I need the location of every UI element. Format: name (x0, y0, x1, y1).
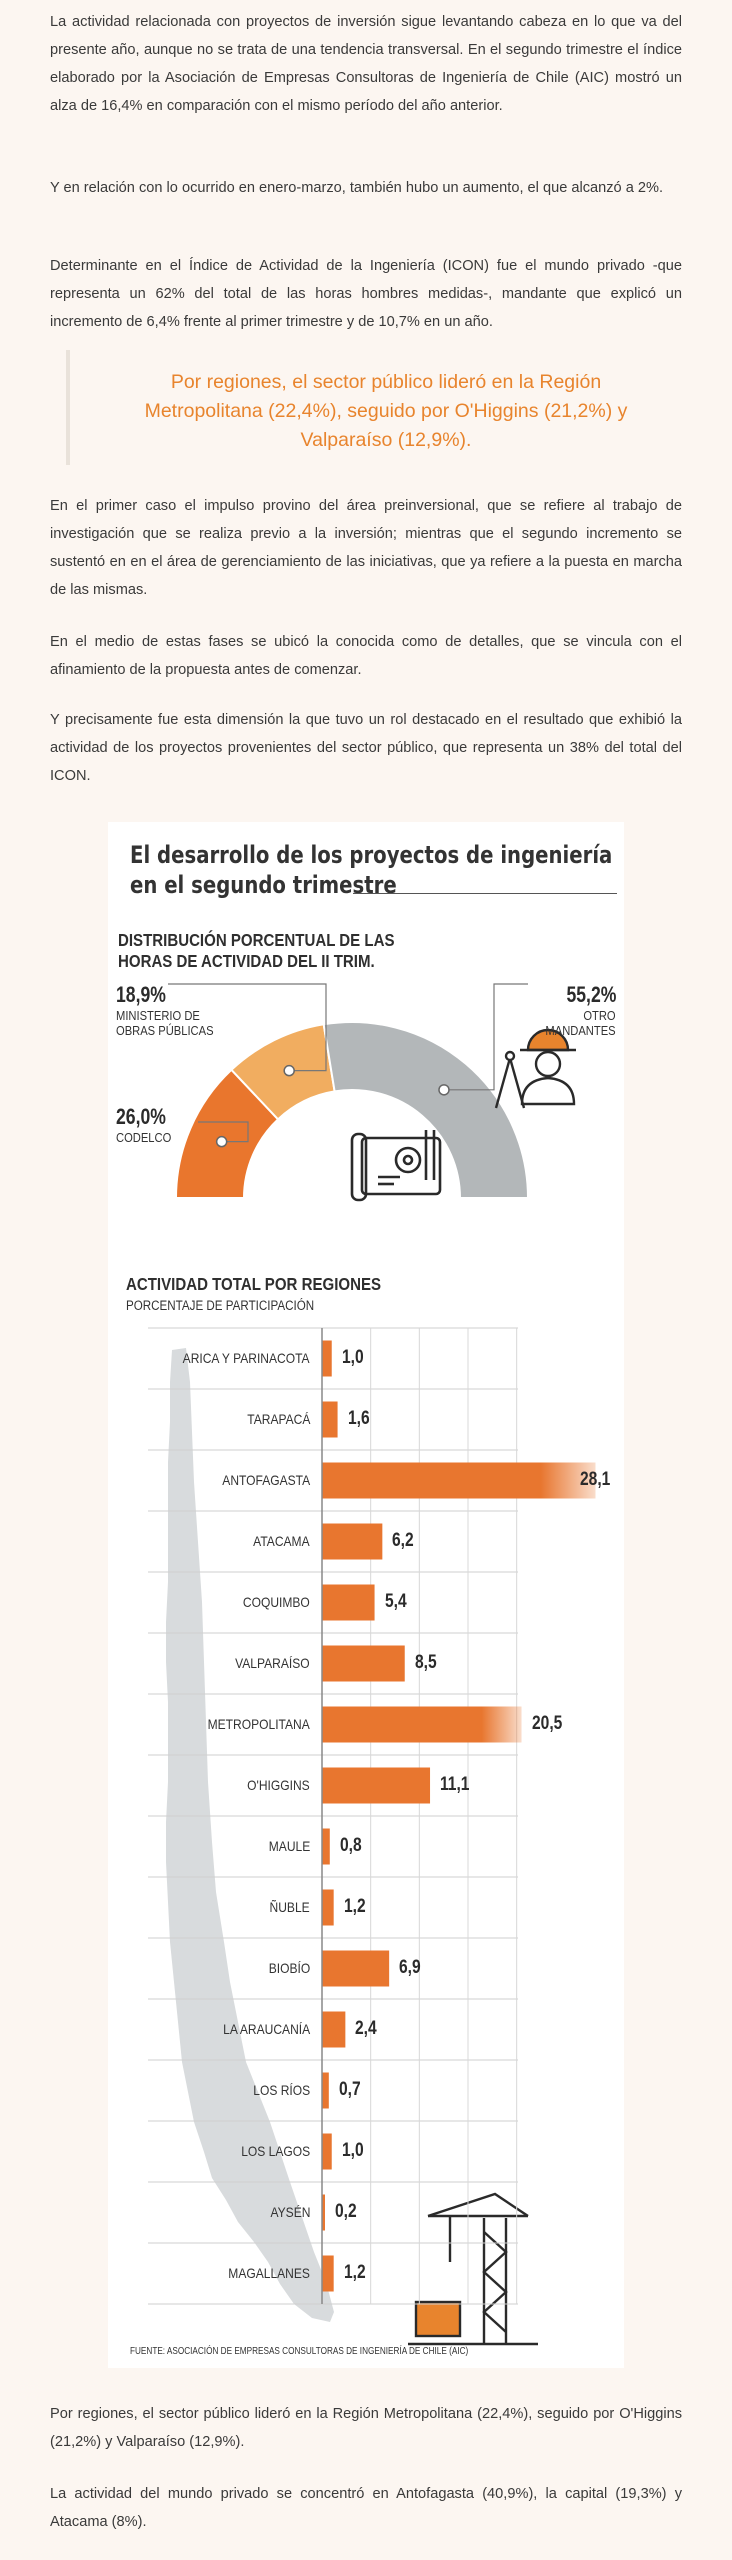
bar (322, 2011, 346, 2048)
infographic-title-line: El desarrollo de los proyectos de ingeni… (130, 841, 613, 869)
infographic-title-line: en el segundo trimestre (130, 871, 397, 899)
slice-value: 26,0% (116, 1104, 166, 1129)
bar-value-label: 20,5 (531, 1712, 562, 1734)
donut-chart (168, 983, 530, 1199)
region-label: O'HIGGINS (247, 1776, 310, 1793)
slice-label-line: CODELCO (116, 1130, 172, 1145)
article-paragraph: Determinante en el Índice de Actividad d… (50, 258, 682, 330)
article-paragraph: Por regiones, el sector público lideró e… (50, 2406, 682, 2450)
pull-quote-text: Por regiones, el sector público lideró e… (144, 371, 628, 451)
pull-quote: Por regiones, el sector público lideró e… (66, 350, 682, 465)
article-paragraph: Y en relación con lo ocurrido en enero-m… (50, 180, 664, 196)
bar (322, 1828, 330, 1865)
region-label: LOS LAGOS (241, 2142, 310, 2159)
bar-value-label: 2,4 (355, 2017, 378, 2039)
crane-icon (408, 2192, 538, 2346)
bar-chart-title: ACTIVIDAD TOTAL POR REGIONES (126, 1274, 382, 1294)
region-label: METROPOLITANA (207, 1715, 310, 1732)
region-label: LA ARAUCANÍA (223, 2020, 310, 2037)
chile-map-silhouette (166, 1348, 334, 2322)
leader-dot (283, 1064, 295, 1077)
region-label: ANTOFAGASTA (222, 1471, 310, 1488)
infographic: El desarrollo de los proyectos de ingeni… (108, 822, 624, 2368)
region-label: BIOBÍO (268, 1959, 310, 1976)
bar (322, 1950, 390, 1987)
bar (322, 1584, 375, 1621)
article-paragraph: Y precisamente fue esta dimensión la que… (50, 712, 682, 784)
bar-value-label: 8,5 (414, 1651, 437, 1673)
engineer-icon (494, 1028, 576, 1109)
leader-dot (215, 1135, 228, 1148)
bar-value-label: 11,1 (440, 1773, 470, 1795)
blueprint-gear-icon (350, 1130, 442, 1202)
bar-value-label: 1,6 (347, 1407, 370, 1429)
bar-value-label: 1,2 (343, 1895, 366, 1917)
slice-label-line: OTRO (583, 1008, 616, 1023)
slice-label-line: MINISTERIO DE (116, 1008, 200, 1023)
region-label: ATACAMA (253, 1532, 310, 1549)
slice-label: MINISTERIO DE OBRAS PÚBLICAS (116, 1008, 214, 1038)
slice-value: 18,9% (116, 982, 166, 1007)
bar-value-label: 28,1 (580, 1468, 611, 1490)
bar-value-label: 0,7 (338, 2078, 361, 2100)
bar-value-label: 0,8 (339, 1834, 362, 1856)
bar (322, 1523, 383, 1560)
bar (322, 2255, 334, 2292)
title-divider (353, 893, 617, 894)
region-label: MAGALLANES (228, 2264, 310, 2281)
bar (322, 2133, 332, 2170)
bar-chart (148, 1327, 596, 2305)
article-paragraph: La actividad relacionada con proyectos d… (50, 14, 682, 114)
infographic-title: El desarrollo de los proyectos de ingeni… (130, 840, 612, 900)
bar (322, 1767, 431, 1804)
region-label: TARAPACÁ (246, 1410, 310, 1427)
region-label: ARICA Y PARINACOTA (183, 1349, 310, 1366)
bar-value-label: 1,0 (341, 2139, 364, 2161)
bar (322, 1889, 334, 1926)
leader-dot (438, 1084, 450, 1096)
slice-label-line: MANDANTES (545, 1023, 616, 1038)
donut-slice (322, 1021, 530, 1199)
bar (322, 1401, 338, 1438)
leader-line (198, 1121, 249, 1143)
bar (322, 2194, 325, 2231)
bar-value-label: 1,2 (343, 2261, 366, 2283)
bar (322, 2072, 329, 2109)
leader-line (443, 983, 528, 1091)
bar-value-label: 6,2 (392, 1529, 415, 1551)
bar-chart-subtitle: PORCENTAJE DE PARTICIPACIÓN (126, 1298, 315, 1313)
region-label: MAULE (268, 1837, 310, 1854)
slice-label-line: OBRAS PÚBLICAS (116, 1023, 214, 1038)
region-label: AYSÉN (270, 2203, 310, 2220)
bar (322, 1706, 522, 1743)
donut-chart-title-text: DISTRIBUCIÓN PORCENTUAL DE LAS HORAS DE … (118, 930, 395, 971)
region-label: ÑUBLE (269, 1898, 310, 1915)
region-label: VALPARAÍSO (235, 1654, 310, 1671)
bar-value-label: 5,4 (384, 1590, 407, 1612)
bar (322, 1462, 596, 1499)
bar-value-label: 6,9 (399, 1956, 421, 1978)
bar-value-label: 1,0 (341, 1346, 364, 1368)
article-paragraph: La actividad del mundo privado se concen… (50, 2486, 682, 2530)
donut-chart-title: DISTRIBUCIÓN PORCENTUAL DE LAS HORAS DE … (118, 930, 402, 972)
bar-value-label: 0,2 (335, 2200, 357, 2222)
source-note: FUENTE: ASOCIACIÓN DE EMPRESAS CONSULTOR… (130, 2346, 469, 2357)
region-label: LOS RÍOS (253, 2081, 310, 2098)
region-label: COQUIMBO (243, 1593, 310, 1610)
bar (322, 1340, 332, 1377)
article-paragraph: En el primer caso el impulso provino del… (50, 498, 682, 598)
leader-line (168, 983, 327, 1072)
infographic-graphics (148, 983, 596, 2346)
article-paragraph: En el medio de estas fases se ubicó la c… (50, 634, 682, 678)
slice-label: CODELCO (116, 1130, 171, 1145)
bar (322, 1645, 405, 1682)
slice-value: 55,2% (566, 982, 616, 1007)
slice-label: OTRO MANDANTES (546, 1008, 616, 1038)
